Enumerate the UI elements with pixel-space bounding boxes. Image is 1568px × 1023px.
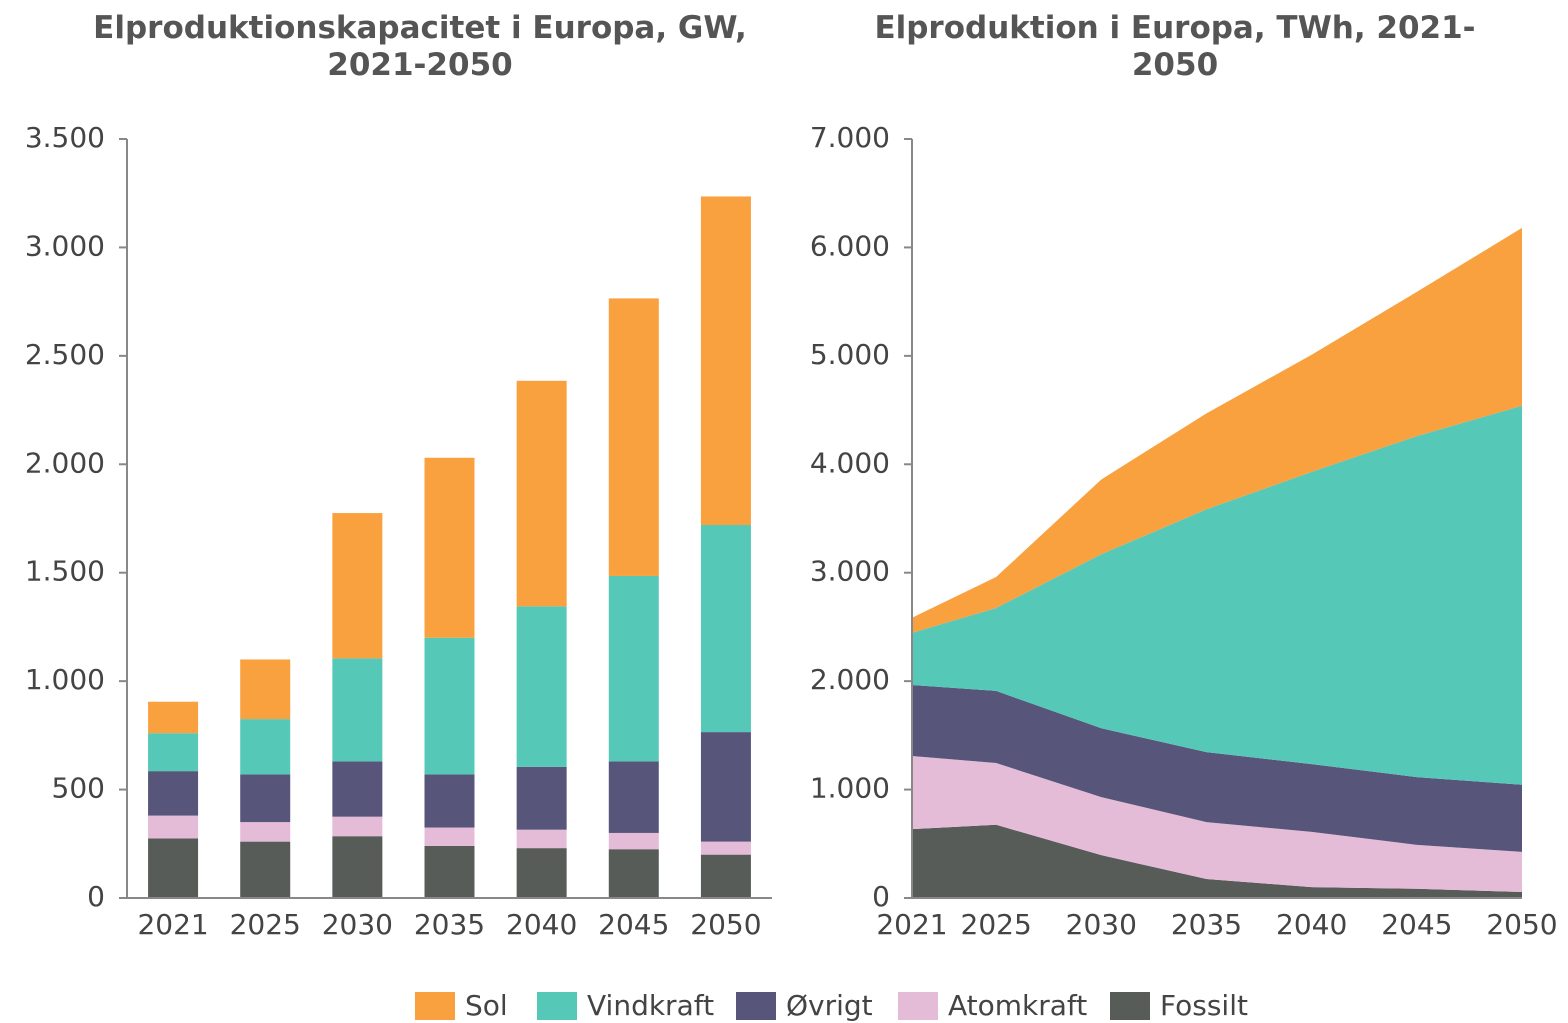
y-tick-label: 3.000 [25, 229, 105, 262]
bar-segment [148, 838, 199, 898]
bar-segment [424, 637, 475, 775]
x-tick-label: 2050 [690, 908, 761, 941]
y-tick-label: 2.000 [25, 446, 105, 479]
y-tick-label: 0 [872, 880, 890, 913]
bar-segment [424, 845, 475, 898]
bar-segment [700, 732, 751, 842]
bar-segment [332, 658, 383, 762]
area [912, 824, 1522, 898]
bar-segment [240, 822, 291, 842]
x-tick-label: 2040 [506, 908, 577, 941]
legend-label: Vindkraft [587, 989, 714, 1022]
y-tick-label: 4.000 [810, 446, 890, 479]
x-tick-label: 2045 [1381, 908, 1452, 941]
legend-swatch [1110, 992, 1150, 1020]
y-tick-label: 3.000 [810, 555, 890, 588]
area [912, 405, 1522, 785]
y-tick-label: 6.000 [810, 229, 890, 262]
bar-segment [240, 659, 291, 720]
y-tick-label: 1.000 [25, 663, 105, 696]
bar-segment [700, 525, 751, 733]
legend-label: Fossilt [1160, 989, 1248, 1022]
x-tick-label: 2021 [137, 908, 208, 941]
y-tick-label: 2.500 [25, 338, 105, 371]
legend-label: Atomkraft [948, 989, 1087, 1022]
legend-swatch [898, 992, 938, 1020]
x-tick-label: 2030 [1066, 908, 1137, 941]
x-tick-label: 2035 [1171, 908, 1242, 941]
bar-segment [332, 836, 383, 898]
bar-segment [516, 606, 567, 767]
x-tick-label: 2050 [1486, 908, 1557, 941]
x-tick-label: 2045 [598, 908, 669, 941]
legend-label: Sol [465, 989, 508, 1022]
bar-segment [608, 298, 659, 576]
x-tick-label: 2035 [414, 908, 485, 941]
area [912, 684, 1522, 852]
bar-segment [332, 816, 383, 837]
y-tick-label: 0 [87, 880, 105, 913]
bar-segment [424, 827, 475, 846]
area [912, 755, 1522, 893]
bar-segment [516, 829, 567, 849]
bar-segment [516, 766, 567, 830]
bar-segment [148, 733, 199, 772]
bar-segment [516, 380, 567, 607]
y-tick-label: 7.000 [810, 121, 890, 154]
bar-segment [608, 849, 659, 898]
bar-segment [424, 457, 475, 638]
y-tick-label: 2.000 [810, 663, 890, 696]
y-tick-label: 5.000 [810, 338, 890, 371]
area [912, 227, 1522, 633]
y-tick-label: 3.500 [25, 121, 105, 154]
bar-segment [148, 815, 199, 839]
bar-segment [700, 841, 751, 855]
legend-swatch [415, 992, 455, 1020]
bar-segment [608, 575, 659, 762]
bar-segment [608, 832, 659, 850]
x-tick-label: 2040 [1276, 908, 1347, 941]
legend-swatch [537, 992, 577, 1020]
chart-title: Elproduktion i Europa, TWh, 2021-2050 [874, 10, 1476, 83]
y-tick-label: 1.500 [25, 555, 105, 588]
x-tick-label: 2030 [322, 908, 393, 941]
bar-segment [240, 774, 291, 823]
bar-segment [240, 841, 291, 898]
bar-segment [240, 719, 291, 775]
x-tick-label: 2025 [230, 908, 301, 941]
chart-title: Elproduktionskapacitet i Europa, GW, 202… [93, 10, 747, 83]
legend-swatch [736, 992, 776, 1020]
bar-segment [516, 848, 567, 898]
bar-segment [424, 774, 475, 828]
bar-segment [332, 513, 383, 659]
bar-segment [700, 854, 751, 898]
legend-label: Øvrigt [786, 989, 873, 1022]
bar-segment [332, 761, 383, 817]
x-tick-label: 2021 [876, 908, 947, 941]
bar-segment [148, 701, 199, 734]
y-tick-label: 500 [52, 772, 105, 805]
bar-segment [608, 761, 659, 833]
y-tick-label: 1.000 [810, 772, 890, 805]
bar-segment [700, 196, 751, 526]
bar-segment [148, 771, 199, 816]
x-tick-label: 2025 [961, 908, 1032, 941]
